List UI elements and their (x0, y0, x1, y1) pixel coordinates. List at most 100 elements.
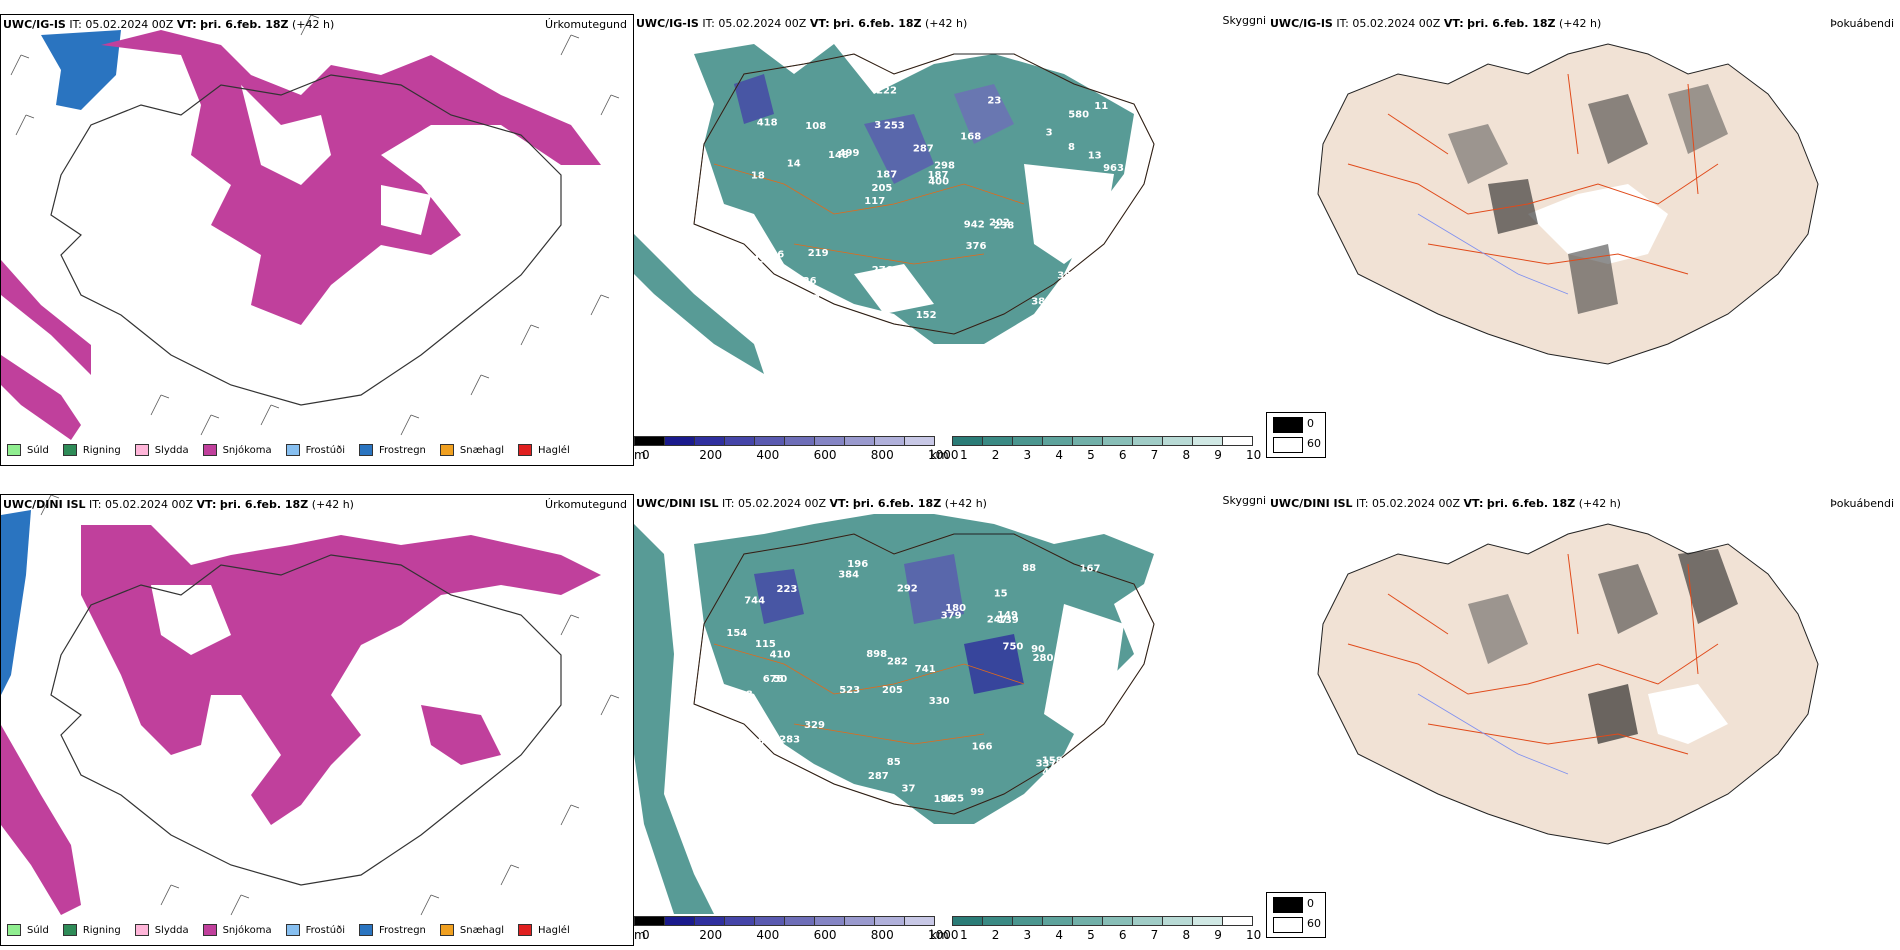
km-colorbar-segment (1192, 436, 1223, 446)
lead-time: (+42 h) (311, 498, 354, 511)
legend-swatch (285, 924, 300, 936)
km-colorbar-segment (1072, 916, 1103, 926)
m-colorbar-segment (634, 436, 665, 446)
legend-item: Rigning (62, 924, 121, 936)
visibility-value-label: 117 (864, 196, 885, 207)
m-colorbar-tick-label: 600 (813, 928, 837, 942)
visibility-value-label: 276 (872, 265, 893, 276)
model-name: UWC/DINI ISL (636, 497, 719, 510)
visibility-value-label: 202 (989, 218, 1010, 229)
precip-type-map-graphic (1, 15, 620, 440)
header-row2-panel1: UWC/DINI ISL IT: 05.02.2024 00Z VT: þri.… (3, 498, 354, 511)
visibility-value-label: 3 (1046, 128, 1053, 139)
valid-time-label: VT: (196, 498, 217, 511)
visibility-value-label: 166 (972, 742, 993, 753)
km-colorbar-segment (982, 916, 1013, 926)
visibility-value-label: 253 (884, 121, 905, 132)
panel-title-fog: Þokuábendi (1830, 497, 1894, 510)
m-colorbar-tick-label: 1000 (928, 928, 959, 942)
m-colorbar-segment (844, 436, 875, 446)
init-time-label: IT: (89, 498, 102, 511)
km-colorbar-tick-label: 3 (1023, 448, 1032, 462)
visibility-value-label: 223 (777, 584, 798, 595)
km-colorbar-tick-label: 2 (991, 928, 1000, 942)
visibility-value-label: 50 (773, 674, 787, 685)
km-colorbar-segment (952, 436, 983, 446)
visibility-value-label: 379 (941, 610, 962, 621)
visibility-colorbar-km: 1 2 3 4 5 6 7 8 9 10 km (930, 436, 1261, 464)
km-colorbar-tick-label: 7 (1150, 448, 1159, 462)
visibility-value-label: 376 (966, 241, 987, 252)
km-colorbar-tick-label: 7 (1150, 928, 1159, 942)
m-colorbar-segment (724, 916, 755, 926)
visibility-value-label: 43 (753, 254, 767, 265)
km-colorbar-tick-label: 8 (1182, 928, 1191, 942)
visibility-value-label: 90 (1031, 644, 1045, 655)
visibility-colorbar-m: 0 200 400 600 800 1000 m (634, 436, 959, 464)
visibility-map-row2: 196 15 137 205 330 50 744 247 8 379 741 128 384 523 18… (634, 494, 1266, 944)
fog-indicator-map-graphic (1317, 523, 1819, 845)
visibility-value-label: 657 (1098, 654, 1119, 665)
legend-swatch (62, 444, 77, 456)
visibility-value-label: 102 (731, 731, 752, 742)
legend-swatch (439, 924, 454, 936)
visibility-value-label: 418 (757, 118, 778, 129)
visibility-value-label: 942 (964, 219, 985, 230)
legend-swatch (134, 444, 149, 456)
legend-item: Súld (7, 924, 49, 936)
fog-legend-swatch (1273, 917, 1303, 933)
lead-time: (+42 h) (944, 497, 987, 510)
visibility-value-label: 222 (876, 86, 897, 97)
valid-time-label: VT: (1463, 497, 1484, 510)
visibility-value-label: 126 (796, 276, 817, 287)
init-time-value: 05.02.2024 00Z (738, 497, 827, 510)
legend-item: Snjókoma (202, 924, 272, 936)
km-colorbar-tick-label: 5 (1087, 448, 1095, 462)
visibility-value-label: 65 (1100, 730, 1114, 741)
visibility-value-label: 108 (735, 286, 756, 297)
m-colorbar-segment (694, 916, 725, 926)
m-colorbar-segment (694, 436, 725, 446)
m-colorbar-segment (904, 436, 935, 446)
visibility-value-label: 18 (751, 171, 765, 182)
visibility-value-label: 192 (1062, 297, 1083, 308)
visibility-value-label: 663 (761, 772, 782, 783)
visibility-value-label: 321 (770, 301, 791, 312)
m-colorbar-segment (814, 916, 845, 926)
m-colorbar-segment (724, 436, 755, 446)
lead-time: (+42 h) (1559, 17, 1602, 30)
visibility-value-label: 38 (1057, 271, 1071, 282)
legend-swatch (62, 924, 77, 936)
km-colorbar-segment (1132, 916, 1163, 926)
legend-item: Frostúði (285, 444, 345, 456)
legend-label: Rigning (82, 924, 121, 936)
visibility-value-label: 108 (805, 121, 826, 132)
legend-swatch (359, 444, 373, 456)
precip-type-legend: Súld Rigning Slydda Snjókoma Frostúði Fr… (7, 444, 570, 456)
m-colorbar-tick-label: 800 (870, 448, 894, 462)
init-time-label: IT: (1336, 17, 1349, 30)
km-colorbar-tick-label: 2 (991, 448, 1000, 462)
visibility-value-label: 180 (945, 603, 966, 614)
visibility-value-label: 3 (874, 120, 881, 131)
km-colorbar-segment (1072, 436, 1103, 446)
lead-time: (+42 h) (925, 17, 968, 30)
visibility-value-label: 13 (1088, 150, 1102, 161)
model-name: UWC/DINI ISL (3, 498, 86, 511)
m-colorbar-segment (634, 916, 665, 926)
init-time-value: 05.02.2024 00Z (1352, 17, 1441, 30)
colorbar-unit: km (930, 448, 949, 462)
visibility-value-label: 166 (750, 737, 771, 748)
visibility-value-label: 149 (997, 610, 1018, 621)
visibility-value-label: 280 (1033, 653, 1054, 664)
km-colorbar-segment (1012, 916, 1043, 926)
legend-label: Frostúði (305, 924, 345, 936)
fog-legend-label: 0 (1307, 417, 1314, 430)
km-colorbar-tick-label: 9 (1214, 928, 1222, 942)
visibility-value-label: 498 (878, 273, 899, 284)
km-colorbar-segment (1222, 436, 1253, 446)
legend-swatch (7, 444, 21, 456)
km-colorbar-segment (1132, 436, 1163, 446)
legend-swatch (7, 924, 21, 936)
legend-item: Haglél (518, 444, 570, 456)
